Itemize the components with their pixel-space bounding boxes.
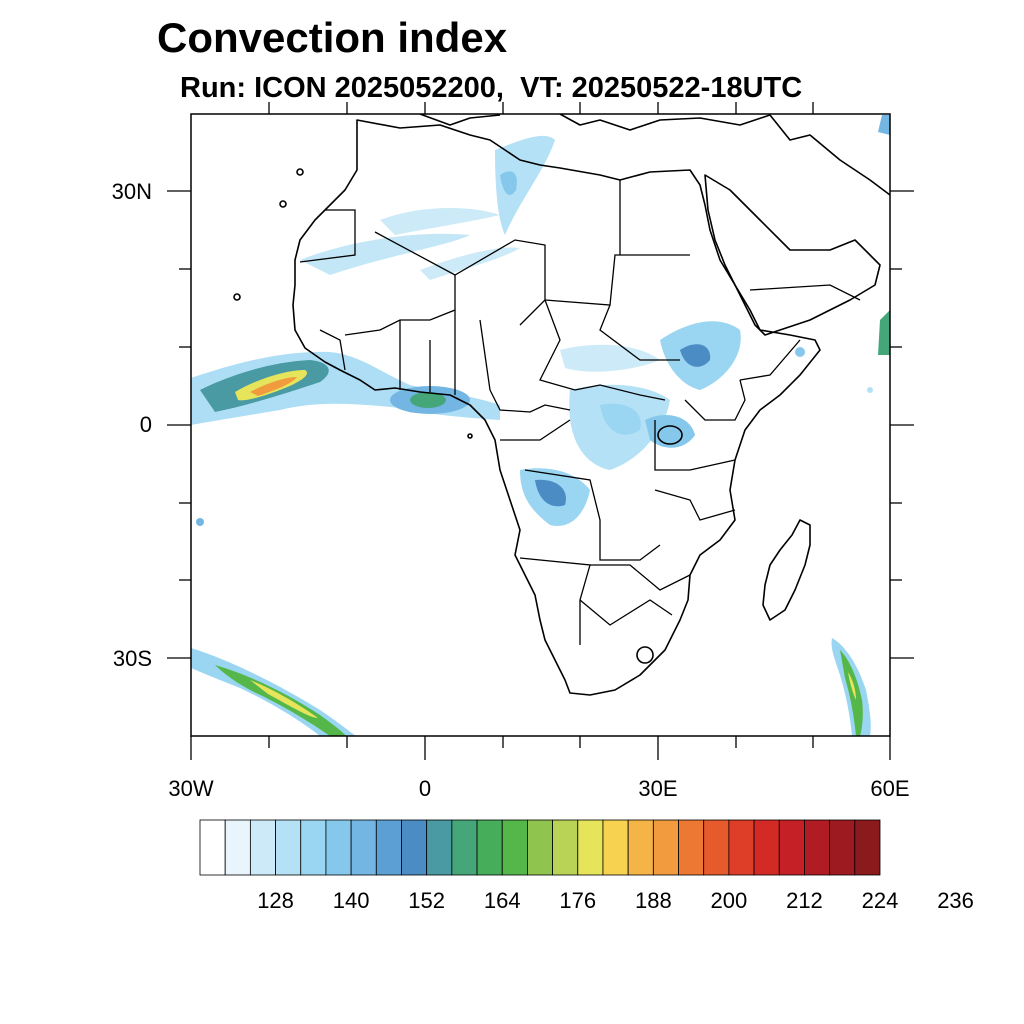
field-libya <box>495 135 555 235</box>
colorbar-swatch <box>829 819 856 876</box>
run-subtitle: Run: ICON 2025052200, VT: 20250522-18UTC <box>180 72 803 104</box>
colorbar-swatch <box>602 819 629 876</box>
colorbar-swatch <box>249 819 276 876</box>
colorbar-swatch <box>300 819 327 876</box>
colorbar-tick-label: 128 <box>257 888 294 913</box>
madagascar-coastline <box>762 519 811 621</box>
colorbar-swatch <box>401 819 428 876</box>
colorbar-swatch <box>678 819 705 876</box>
map-frame <box>190 113 891 737</box>
africa-coastline <box>292 119 821 696</box>
colorbar-swatch <box>778 819 805 876</box>
colorbar-swatch <box>854 819 881 876</box>
country-borders <box>299 180 861 645</box>
colorbar-swatch <box>426 819 453 876</box>
colorbar-swatch <box>451 819 478 876</box>
coastlines <box>233 114 890 696</box>
lat-label-0: 0 <box>139 412 152 437</box>
axis-ticks <box>167 102 914 760</box>
field-atlantic-peak <box>250 377 297 396</box>
colorbar-tick-label: 188 <box>634 888 672 913</box>
colorbar-swatch <box>501 819 528 876</box>
colorbar-tick-label: 152 <box>408 888 446 913</box>
colorbar-swatch <box>703 819 730 876</box>
colorbar-swatch <box>476 819 503 876</box>
convection-field <box>191 115 890 736</box>
lon-label-30e: 30E <box>638 776 678 801</box>
map-title: Convection index <box>157 14 508 61</box>
colorbar-swatch <box>804 819 831 876</box>
colorbar-swatch <box>224 819 251 876</box>
arabia-coastline <box>704 174 881 336</box>
colorbar-swatch <box>527 819 553 876</box>
colorbar-swatch <box>652 819 679 876</box>
colorbar-swatch <box>375 819 402 876</box>
field-sahara-streaks <box>300 233 470 275</box>
lon-label-60e: 60E <box>870 776 910 801</box>
colorbar-tick-label: 176 <box>559 888 597 913</box>
lon-label-30w: 30W <box>168 776 214 801</box>
colorbar-swatch <box>577 819 604 876</box>
lat-label-30s: 30S <box>112 646 152 671</box>
field-lake-victoria <box>645 415 695 448</box>
colorbar <box>199 819 881 876</box>
colorbar-swatch <box>199 819 226 876</box>
lon-label-0: 0 <box>418 776 432 801</box>
colorbar-swatch <box>325 819 352 876</box>
colorbar-swatch <box>275 819 302 876</box>
colorbar-swatch <box>350 819 377 876</box>
colorbar-tick-label: 200 <box>710 888 748 913</box>
field-arabian-sea <box>878 310 890 355</box>
colorbar-tick-label: 236 <box>937 888 974 913</box>
colorbar-tick-label: 164 <box>483 888 521 913</box>
colorbar-tick-label: 140 <box>332 888 370 913</box>
colorbar-swatch <box>627 819 654 876</box>
colorbar-tick-label: 212 <box>786 888 823 913</box>
colorbar-swatch <box>753 819 780 876</box>
lat-label-30n: 30N <box>111 179 152 204</box>
colorbar-tick-label: 224 <box>861 888 899 913</box>
colorbar-swatch <box>552 819 579 876</box>
colorbar-swatch <box>728 819 755 876</box>
